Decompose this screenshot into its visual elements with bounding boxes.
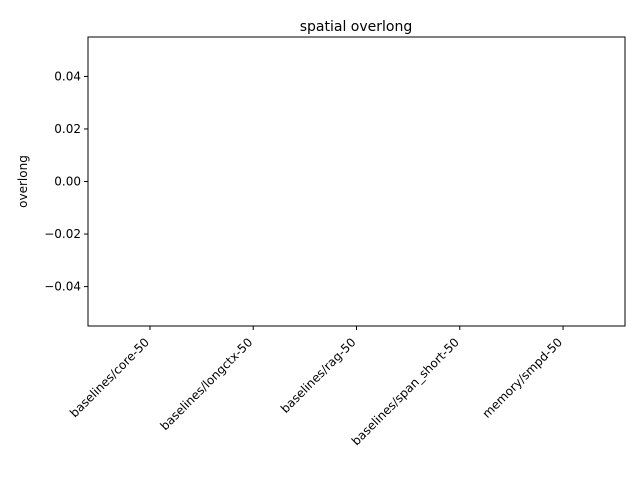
y-tick-label: 0.04 xyxy=(54,69,81,83)
x-tick-label: memory/smpd-50 xyxy=(480,335,566,421)
x-tick-label: baselines/rag-50 xyxy=(278,335,359,416)
y-tick-label: −0.02 xyxy=(44,227,81,241)
y-tick-label: −0.04 xyxy=(44,280,81,294)
x-tick-label: baselines/core-50 xyxy=(67,335,152,420)
x-axis-ticks: baselines/core-50 baselines/longctx-50 bas… xyxy=(67,326,565,448)
y-axis-label: overlong xyxy=(16,155,30,208)
y-axis-ticks: −0.04 −0.02 0.00 0.02 0.04 xyxy=(44,69,88,294)
y-tick-label: 0.00 xyxy=(54,175,81,189)
x-tick-label: baselines/longctx-50 xyxy=(157,335,255,433)
plot-frame xyxy=(87,36,626,327)
x-tick-label: baselines/span_short-50 xyxy=(349,335,462,448)
y-tick-label: 0.02 xyxy=(54,122,81,136)
chart-title: spatial overlong xyxy=(300,19,413,35)
